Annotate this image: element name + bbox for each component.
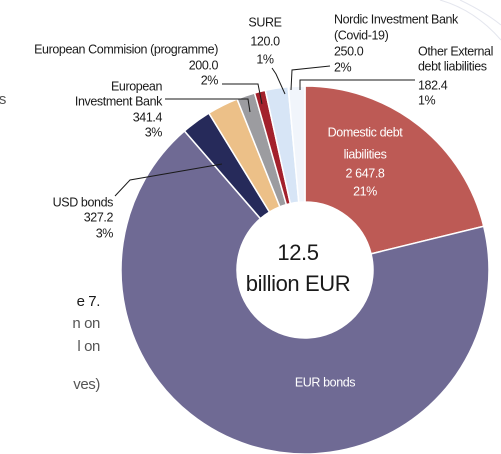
segment-label: SURE — [248, 15, 281, 29]
leader-line — [299, 79, 415, 90]
leader-line — [222, 83, 263, 105]
segment-label: 200.0 — [189, 58, 219, 72]
segment-label: 2% — [334, 60, 352, 74]
segment-label: 120.0 — [250, 34, 280, 48]
segment-label: 341.4 — [133, 110, 163, 124]
leader-line — [165, 98, 251, 113]
segment-label: 2 647.8 — [346, 166, 385, 180]
segment-label: 250.0 — [334, 44, 364, 58]
segment-label: Domestic debt — [328, 125, 404, 139]
segment-label: 2% — [201, 73, 219, 87]
segment-label: 3% — [145, 125, 163, 139]
cropped-text: ves) — [73, 376, 100, 393]
leader-line — [290, 65, 331, 91]
decoration-arc — [459, 0, 501, 26]
leader-line — [114, 163, 223, 197]
segment-label: USD bonds — [53, 195, 113, 209]
segment-label: 1% — [256, 52, 274, 66]
segment-label: 21% — [353, 184, 377, 198]
segment-label: 327.2 — [84, 210, 114, 224]
segment-label: European — [111, 79, 162, 93]
center-total: 12.5 — [277, 240, 318, 265]
cropped-text: l on — [77, 338, 100, 355]
segment-label: Investment Bank — [75, 94, 163, 108]
donut-segment — [304, 85, 485, 255]
donut-segment — [287, 85, 306, 204]
cropped-text: e 7. — [77, 293, 100, 310]
decoration-arc — [439, 0, 501, 41]
cropped-text: n on — [72, 315, 100, 332]
cropped-text: s — [0, 91, 6, 108]
center-unit: billion EUR — [246, 271, 350, 296]
segment-label: EUR bonds — [295, 375, 355, 389]
donut-segment — [120, 129, 490, 454]
segment-label: (Covid-19) — [334, 28, 389, 42]
segment-label: 3% — [96, 226, 114, 240]
segment-label: 182.4 — [418, 78, 448, 92]
segment-label: liabilities — [344, 147, 387, 161]
segment-label: debt liabilities — [418, 59, 487, 73]
leader-line — [271, 67, 286, 95]
segment-label: Other External — [418, 44, 493, 58]
segment-label: Nordic Investment Bank — [334, 12, 459, 26]
segment-label: European Commision (programme) — [34, 42, 218, 56]
segment-label: 1% — [418, 93, 436, 107]
